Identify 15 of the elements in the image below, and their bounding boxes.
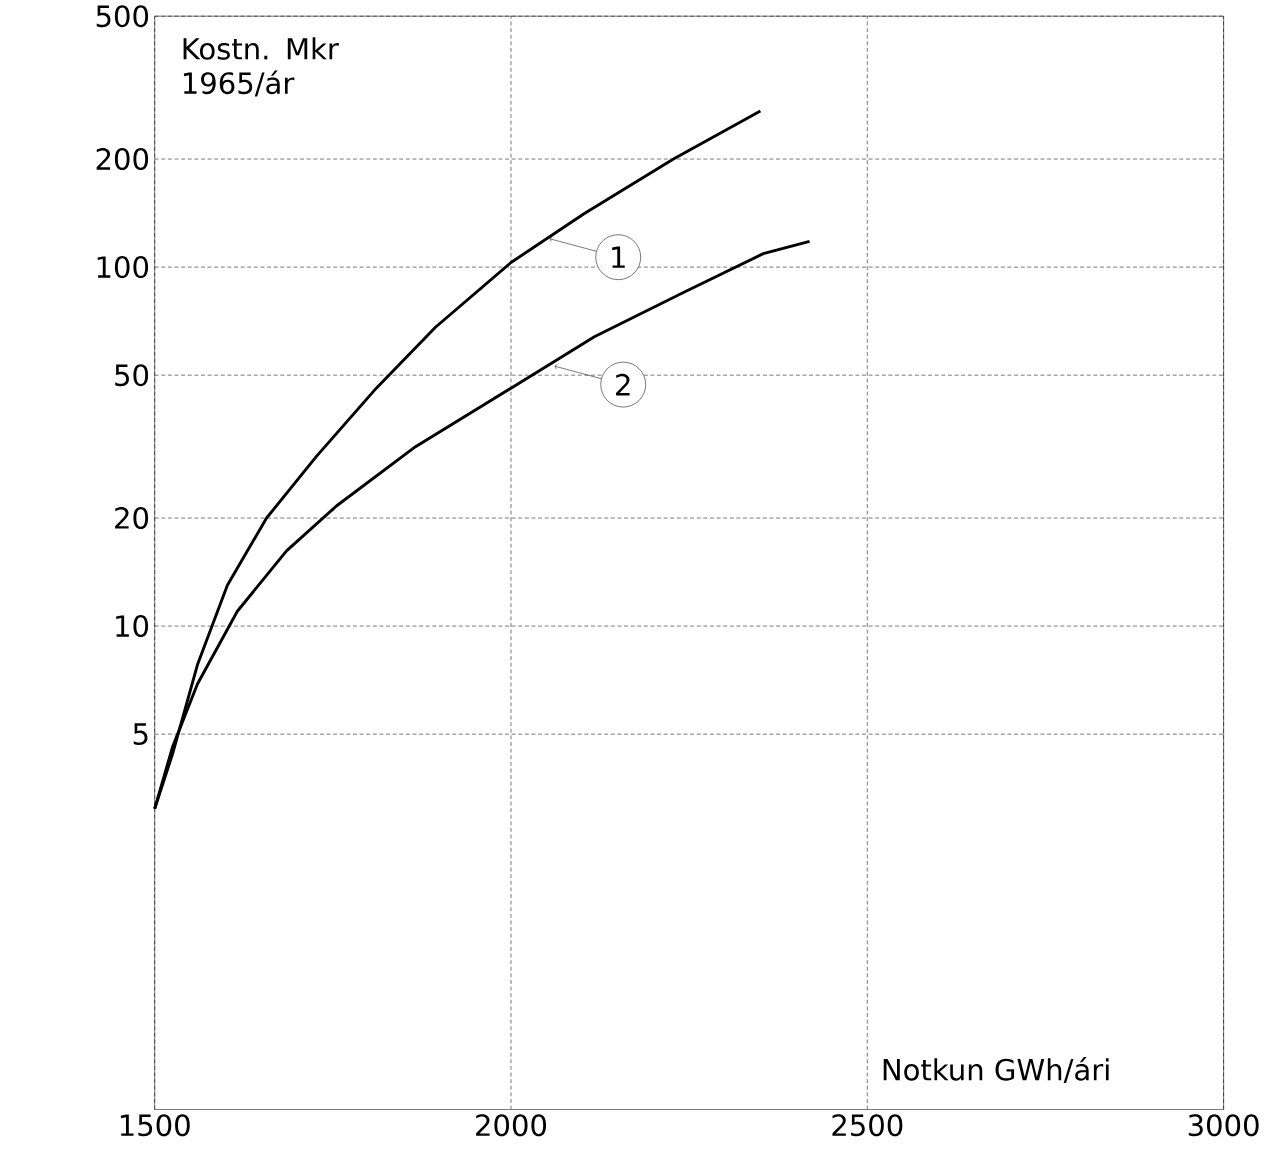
y-tick-label: 50 <box>115 364 149 387</box>
annotation: 1 <box>612 246 625 268</box>
x-tick-label: 3000 <box>1188 1114 1259 1137</box>
annotation: 2 <box>616 373 630 396</box>
y-tick-label: 5 <box>133 723 148 745</box>
y-tick-label: 200 <box>96 147 149 170</box>
y-tick-label: 10 <box>116 615 149 637</box>
y-axis-title: Kostn. Mkr 1965/ár <box>183 37 339 97</box>
x-tick-label: 1500 <box>120 1114 190 1137</box>
y-tick-label: 100 <box>97 256 149 279</box>
x-axis-title: Notkun GWh/ári <box>883 1056 1109 1083</box>
x-tick-label: 2000 <box>476 1114 547 1137</box>
y-tick-label: 20 <box>115 506 149 529</box>
x-tick-label: 2500 <box>832 1114 903 1137</box>
y-tick-label: 500 <box>96 5 149 28</box>
